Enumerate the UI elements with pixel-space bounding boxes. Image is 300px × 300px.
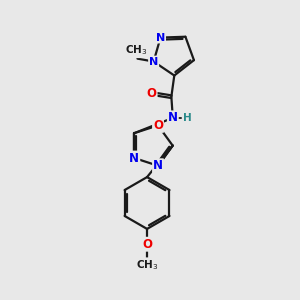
Text: N: N: [149, 57, 158, 67]
Text: O: O: [142, 238, 152, 251]
Text: N: N: [153, 159, 163, 172]
Text: N: N: [156, 33, 165, 43]
Text: CH$_3$: CH$_3$: [136, 258, 158, 272]
Text: O: O: [153, 119, 163, 132]
Text: N: N: [129, 152, 139, 164]
Text: H: H: [183, 113, 191, 123]
Text: CH$_3$: CH$_3$: [125, 44, 147, 57]
Text: O: O: [147, 87, 157, 100]
Text: N: N: [168, 111, 178, 124]
